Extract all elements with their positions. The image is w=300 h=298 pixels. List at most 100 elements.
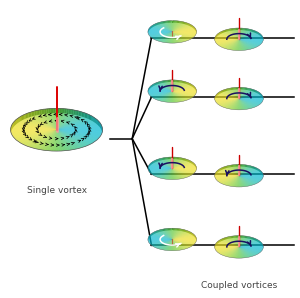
Polygon shape: [229, 39, 239, 49]
Polygon shape: [239, 243, 262, 247]
Polygon shape: [215, 99, 239, 100]
Polygon shape: [217, 99, 239, 103]
Polygon shape: [172, 162, 192, 168]
Polygon shape: [192, 233, 193, 235]
Polygon shape: [172, 24, 190, 32]
Polygon shape: [166, 229, 172, 240]
Polygon shape: [239, 94, 262, 99]
Polygon shape: [239, 176, 248, 186]
Polygon shape: [225, 39, 239, 49]
Polygon shape: [14, 130, 57, 138]
Polygon shape: [54, 108, 56, 113]
Polygon shape: [57, 130, 98, 140]
Polygon shape: [239, 35, 262, 39]
Polygon shape: [172, 157, 177, 168]
Polygon shape: [239, 39, 244, 50]
Polygon shape: [239, 99, 263, 101]
Polygon shape: [152, 84, 172, 91]
Polygon shape: [172, 24, 190, 32]
Polygon shape: [222, 90, 223, 93]
Polygon shape: [57, 130, 70, 150]
Polygon shape: [215, 39, 239, 42]
Polygon shape: [215, 174, 239, 176]
Polygon shape: [148, 166, 172, 168]
Polygon shape: [172, 238, 196, 240]
Polygon shape: [220, 91, 239, 99]
Polygon shape: [162, 81, 172, 91]
Polygon shape: [250, 166, 251, 168]
Polygon shape: [172, 32, 188, 41]
Polygon shape: [239, 176, 249, 186]
Polygon shape: [215, 174, 239, 176]
Polygon shape: [172, 91, 196, 94]
Polygon shape: [218, 93, 239, 99]
Polygon shape: [215, 37, 239, 39]
Polygon shape: [172, 84, 190, 91]
Polygon shape: [164, 91, 172, 102]
Polygon shape: [91, 116, 92, 121]
Polygon shape: [152, 91, 172, 98]
Polygon shape: [57, 108, 58, 130]
Polygon shape: [216, 36, 239, 39]
Polygon shape: [38, 130, 57, 149]
Polygon shape: [239, 176, 246, 187]
Polygon shape: [224, 176, 239, 185]
Polygon shape: [172, 30, 196, 32]
Polygon shape: [151, 163, 172, 168]
Polygon shape: [57, 130, 91, 144]
Polygon shape: [172, 32, 196, 33]
Polygon shape: [172, 21, 181, 32]
Polygon shape: [172, 240, 195, 243]
Polygon shape: [239, 171, 261, 176]
Polygon shape: [172, 91, 193, 97]
Polygon shape: [239, 35, 261, 39]
Polygon shape: [169, 21, 170, 23]
Polygon shape: [162, 158, 172, 168]
Polygon shape: [221, 31, 239, 39]
Polygon shape: [239, 247, 252, 256]
Polygon shape: [215, 176, 239, 177]
Polygon shape: [57, 113, 85, 130]
Polygon shape: [57, 129, 103, 130]
Polygon shape: [219, 33, 239, 39]
Polygon shape: [239, 166, 252, 176]
Polygon shape: [230, 236, 239, 247]
Polygon shape: [239, 167, 256, 176]
Polygon shape: [11, 130, 57, 131]
Polygon shape: [237, 236, 239, 247]
Polygon shape: [154, 232, 172, 240]
Polygon shape: [164, 229, 165, 231]
Polygon shape: [97, 119, 98, 125]
Polygon shape: [154, 231, 155, 234]
Polygon shape: [165, 32, 172, 43]
Polygon shape: [150, 86, 172, 91]
Polygon shape: [239, 97, 263, 99]
Polygon shape: [234, 99, 239, 110]
Polygon shape: [215, 245, 239, 247]
Polygon shape: [38, 130, 57, 149]
Polygon shape: [172, 231, 188, 240]
Polygon shape: [236, 87, 239, 99]
Polygon shape: [171, 91, 172, 103]
Polygon shape: [239, 90, 255, 99]
Polygon shape: [148, 240, 172, 241]
Polygon shape: [239, 39, 262, 43]
Polygon shape: [239, 236, 246, 247]
Polygon shape: [162, 229, 163, 231]
Polygon shape: [246, 29, 247, 31]
Polygon shape: [160, 22, 172, 32]
Polygon shape: [172, 165, 196, 168]
Polygon shape: [160, 22, 172, 32]
Polygon shape: [172, 91, 196, 93]
Polygon shape: [19, 117, 20, 122]
Polygon shape: [227, 89, 239, 99]
Polygon shape: [239, 30, 253, 39]
Polygon shape: [150, 32, 172, 37]
Polygon shape: [57, 130, 102, 133]
Polygon shape: [238, 164, 239, 176]
Polygon shape: [239, 88, 248, 99]
Polygon shape: [239, 32, 258, 39]
Polygon shape: [239, 90, 256, 99]
Polygon shape: [41, 110, 57, 130]
Polygon shape: [224, 39, 239, 48]
